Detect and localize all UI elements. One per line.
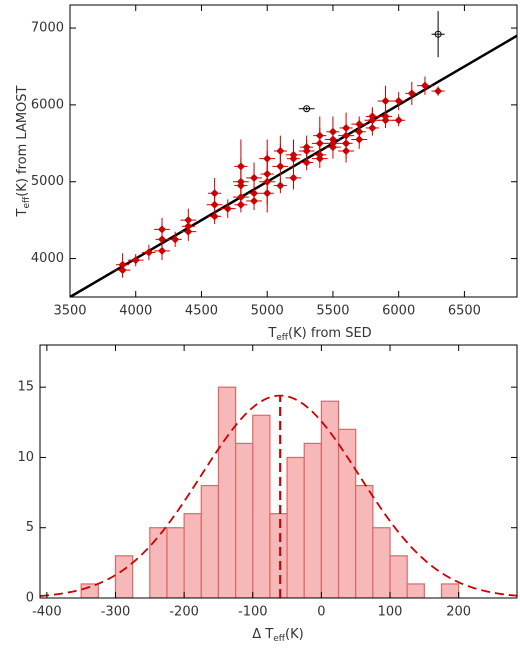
point [289,173,298,182]
histogram-bar [286,456,305,598]
label-subscript: eff [22,196,32,209]
point [223,204,232,213]
plot-area [70,11,517,297]
point [144,248,153,257]
x-tick-label: 0 [317,605,325,620]
panel: 3500 4000 4500 5000 5500 6000 6500 4000 5000 6000… [31,4,518,319]
histogram-bar [183,513,202,598]
histogram-bar [389,555,408,598]
histogram-bar [440,583,460,598]
point [276,147,285,155]
label-part: (K) from LAMOST [15,85,30,196]
point [434,87,443,96]
x-tick-label: 5500 [316,304,349,319]
y-tick-label: 6000 [31,97,64,112]
y-tick-label: 5 [26,520,34,535]
histogram-bar [217,386,237,598]
point [407,89,416,98]
label-subscript: eff [273,634,286,644]
label-part: T [267,326,276,341]
y-tick-label: 4000 [31,251,64,266]
point [302,143,311,152]
label-part: (K) [285,627,304,642]
x-tick-label: -300 [101,605,131,620]
x-tick-label: 5000 [251,304,284,319]
plot-area [40,386,517,598]
point [394,116,403,125]
y-tick-label: 10 [17,450,34,465]
point [184,216,193,225]
point [236,162,245,171]
x-tick-label: 200 [446,605,471,620]
x-tick-label: -200 [169,605,199,620]
y-tick-label: 15 [17,380,34,395]
point [315,131,324,140]
point [328,127,337,136]
x-tick-label: -100 [238,605,268,620]
label-subscript: eff [276,333,289,343]
x-tick-label: 100 [378,605,403,620]
point [131,256,140,265]
x-tick-label: 3500 [53,304,86,319]
point [263,154,272,163]
label-part: Δ T [252,627,273,642]
gaussian-fit [40,394,517,597]
histogram-bar [200,484,220,598]
point [394,97,403,106]
axes-frame [69,4,518,298]
histogram-bar [355,484,374,598]
point [420,81,429,90]
point [434,30,442,38]
x-tick-label: 6500 [448,304,481,319]
y-tick-label: 7000 [31,21,64,36]
histogram-bar [252,414,271,598]
point [342,123,351,132]
histogram-bar [149,527,168,598]
panel: -400 -300 -200 -100 0 100 200 0 5 10 15 [17,344,518,620]
point [289,150,298,159]
point [171,235,180,244]
point [250,173,259,182]
y-tick-label: 5000 [31,174,64,189]
histogram-bar [269,513,288,598]
point [355,120,364,129]
histogram-bar [235,442,254,598]
y-tick-label: 0 [26,591,34,606]
label-part: T [15,208,30,217]
x-tick-label: 4500 [185,304,218,319]
axis-label: Teff(K) from SED [267,326,371,343]
histogram-bar [166,527,185,598]
histogram-bar [303,442,322,598]
axis-label: Teff(K) from LAMOST [15,85,32,217]
point [210,189,219,198]
axes-frame [39,344,518,599]
histogram-bar [406,583,425,598]
x-tick-label: -400 [32,605,62,620]
histogram-bar [320,400,340,598]
point [303,105,311,113]
point [368,112,377,121]
histogram-bar [114,555,134,598]
x-tick-label: 6000 [382,304,415,319]
histogram-bar [372,527,391,598]
axis-label: Δ Teff(K) [252,627,303,644]
point [118,260,127,269]
point [381,97,390,106]
histogram-bar [337,428,357,598]
point [158,225,167,234]
x-tick-label: 4000 [119,304,152,319]
label-part: (K) from SED [288,326,372,341]
